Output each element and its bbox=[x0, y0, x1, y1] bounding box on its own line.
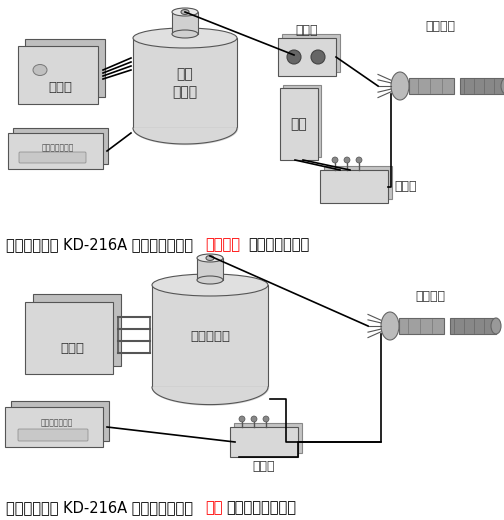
Ellipse shape bbox=[152, 274, 268, 296]
Text: 直闪: 直闪 bbox=[205, 500, 222, 515]
Text: 电缆故障测试仪: 电缆故障测试仪 bbox=[41, 144, 74, 152]
Ellipse shape bbox=[206, 255, 214, 261]
FancyBboxPatch shape bbox=[152, 285, 268, 387]
Ellipse shape bbox=[381, 312, 399, 340]
FancyBboxPatch shape bbox=[172, 12, 198, 34]
FancyBboxPatch shape bbox=[282, 34, 340, 72]
Text: 使用凯迪正大 KD-216A 电缆故障测试仪: 使用凯迪正大 KD-216A 电缆故障测试仪 bbox=[6, 500, 193, 515]
Ellipse shape bbox=[133, 28, 237, 48]
Text: 操作筱: 操作筱 bbox=[60, 342, 84, 355]
FancyBboxPatch shape bbox=[197, 258, 223, 280]
Ellipse shape bbox=[172, 30, 198, 38]
FancyBboxPatch shape bbox=[460, 78, 504, 94]
Text: 放电球: 放电球 bbox=[296, 23, 318, 36]
Text: 操作筱: 操作筱 bbox=[48, 81, 72, 94]
Ellipse shape bbox=[33, 64, 47, 75]
Text: 电容: 电容 bbox=[291, 117, 307, 131]
FancyBboxPatch shape bbox=[409, 78, 454, 94]
FancyBboxPatch shape bbox=[13, 128, 108, 164]
Circle shape bbox=[287, 50, 301, 64]
Text: 取样方式接线图: 取样方式接线图 bbox=[248, 237, 309, 252]
Circle shape bbox=[311, 50, 325, 64]
Ellipse shape bbox=[391, 72, 409, 100]
Text: 使用凯迪正大 KD-216A 电缆故障测试仪: 使用凯迪正大 KD-216A 电缆故障测试仪 bbox=[6, 237, 193, 252]
Text: 取样盒: 取样盒 bbox=[253, 461, 275, 474]
Ellipse shape bbox=[172, 8, 198, 16]
Circle shape bbox=[356, 157, 362, 163]
FancyBboxPatch shape bbox=[280, 88, 318, 160]
FancyBboxPatch shape bbox=[5, 407, 103, 447]
Ellipse shape bbox=[181, 9, 189, 15]
FancyBboxPatch shape bbox=[230, 427, 298, 457]
Ellipse shape bbox=[197, 276, 223, 284]
Ellipse shape bbox=[491, 318, 501, 334]
FancyBboxPatch shape bbox=[278, 38, 336, 76]
FancyBboxPatch shape bbox=[18, 429, 88, 441]
Ellipse shape bbox=[501, 78, 504, 94]
Circle shape bbox=[251, 416, 257, 422]
Circle shape bbox=[239, 416, 245, 422]
Text: 故障电缆: 故障电缆 bbox=[425, 19, 455, 32]
FancyBboxPatch shape bbox=[33, 294, 121, 366]
FancyBboxPatch shape bbox=[234, 423, 302, 453]
Text: 故障电缆: 故障电缆 bbox=[415, 290, 445, 303]
Ellipse shape bbox=[197, 254, 223, 262]
Text: 高压
变压器: 高压 变压器 bbox=[172, 67, 198, 99]
FancyBboxPatch shape bbox=[25, 302, 113, 374]
FancyBboxPatch shape bbox=[8, 133, 103, 169]
Text: 法取样方式接线图: 法取样方式接线图 bbox=[226, 500, 296, 515]
Circle shape bbox=[332, 157, 338, 163]
FancyBboxPatch shape bbox=[25, 39, 105, 97]
FancyBboxPatch shape bbox=[11, 401, 109, 441]
FancyBboxPatch shape bbox=[450, 318, 496, 334]
Text: 电缆故障测试仪: 电缆故障测试仪 bbox=[41, 419, 73, 427]
FancyBboxPatch shape bbox=[133, 38, 237, 128]
FancyBboxPatch shape bbox=[19, 152, 86, 163]
FancyBboxPatch shape bbox=[283, 85, 321, 157]
Text: 高压变压器: 高压变压器 bbox=[190, 330, 230, 343]
Circle shape bbox=[344, 157, 350, 163]
FancyBboxPatch shape bbox=[324, 166, 392, 199]
Text: 厙闪电流: 厙闪电流 bbox=[205, 237, 240, 252]
Text: 取样盒: 取样盒 bbox=[395, 180, 417, 193]
FancyBboxPatch shape bbox=[18, 46, 98, 104]
FancyBboxPatch shape bbox=[399, 318, 444, 334]
FancyBboxPatch shape bbox=[320, 170, 388, 203]
Circle shape bbox=[263, 416, 269, 422]
